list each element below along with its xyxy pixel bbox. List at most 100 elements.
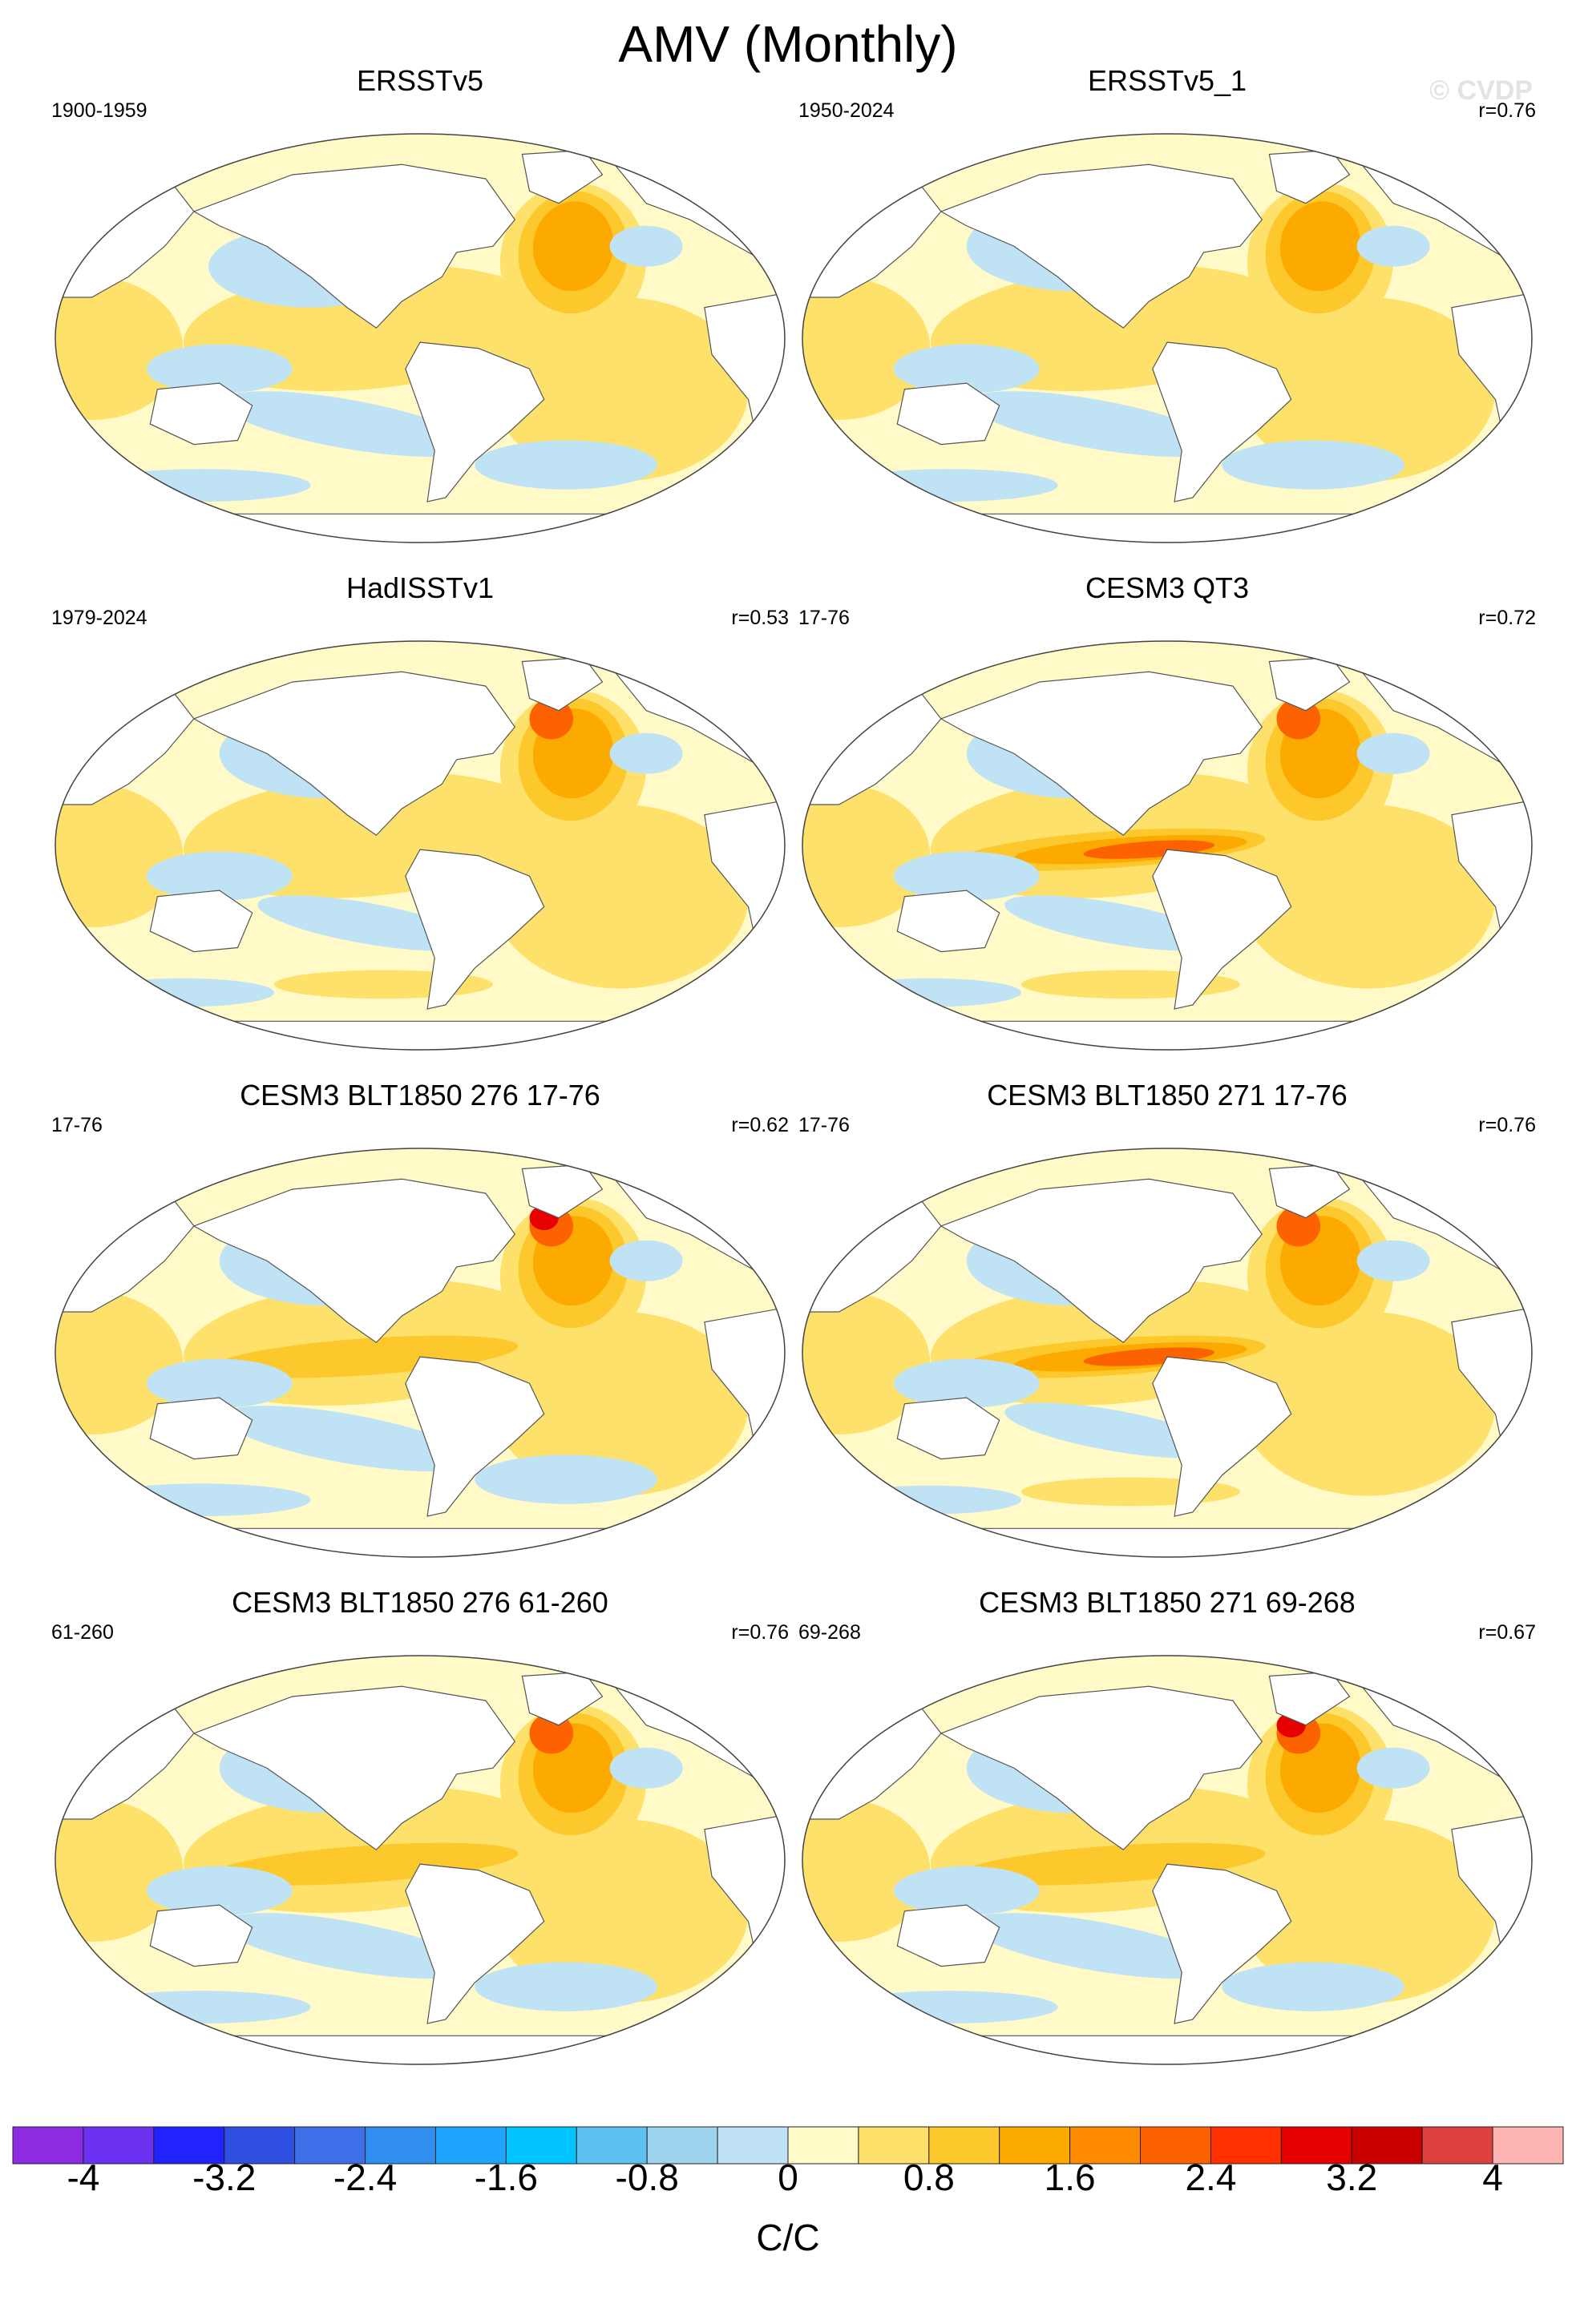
panel-title: ERSSTv5 — [356, 64, 484, 97]
colorbar-swatch — [434, 2126, 507, 2165]
land-antarctica — [55, 1020, 785, 1050]
anomaly-region — [257, 895, 474, 951]
anomaly-region — [1004, 895, 1221, 951]
colorbar-swatch — [83, 2126, 155, 2165]
anomaly-region — [1004, 1402, 1221, 1459]
panel-period: 1950-2024 — [798, 99, 895, 122]
anomaly-region — [146, 344, 293, 393]
anomaly-region — [609, 1240, 683, 1281]
anomaly-region — [1222, 1962, 1404, 2011]
land-samerica — [1152, 1356, 1292, 1517]
anomaly-region — [475, 440, 657, 490]
colorbar-tick-label: 0 — [778, 2157, 798, 2198]
panel-period: 17-76 — [51, 1114, 103, 1136]
map-outline — [55, 640, 786, 1051]
map-panel: CESM3 BLT1850 271 17-76 17-76 r=0.76 — [798, 1079, 1536, 1567]
colorbar-tick-label: -2.4 — [333, 2157, 398, 2198]
land-namerica — [192, 163, 516, 329]
anomaly-region — [1356, 1240, 1430, 1281]
anomaly-region — [475, 1455, 657, 1504]
panel-title: CESM3 BLT1850 271 69-268 — [979, 1586, 1356, 1619]
anomaly-region — [146, 851, 293, 901]
sst-map — [55, 1148, 786, 1558]
anomaly-region — [1240, 1312, 1496, 1496]
map-outline — [55, 1655, 786, 2065]
colorbar-swatch — [928, 2126, 1000, 2165]
land-australia — [149, 1904, 253, 1967]
panel-title: CESM3 BLT1850 276 61-260 — [232, 1586, 608, 1619]
land-namerica — [192, 1685, 516, 1851]
anomaly-region — [1240, 805, 1496, 989]
anomaly-region — [146, 1358, 293, 1408]
panel-title: CESM3 BLT1850 276 17-76 — [240, 1079, 600, 1112]
colorbar-swatch — [999, 2126, 1071, 2165]
land-samerica — [405, 341, 545, 502]
colorbar-tick-label: -0.8 — [615, 2157, 679, 2198]
land-antarctica — [802, 1020, 1532, 1050]
land-namerica — [192, 1178, 516, 1344]
sst-map — [802, 640, 1533, 1051]
anomaly-region — [55, 276, 184, 420]
map-panel: HadISSTv1 1979-2024 r=0.53 — [51, 571, 789, 1060]
anomaly-region — [609, 732, 683, 774]
anomaly-region — [802, 784, 931, 927]
anomaly-region — [493, 1819, 749, 2003]
panel-period: 1900-1959 — [51, 99, 147, 122]
map-outline — [55, 133, 786, 543]
land-australia — [149, 1397, 253, 1460]
anomaly-region — [609, 225, 683, 267]
land-antarctica — [802, 2035, 1532, 2064]
figure-title: AMV (Monthly) — [618, 15, 958, 73]
anomaly-region — [1356, 225, 1430, 267]
anomaly-region — [493, 1312, 749, 1496]
sst-map — [55, 640, 786, 1051]
map-outline — [802, 640, 1533, 1051]
anomaly-region — [91, 1483, 311, 1516]
colorbar-swatch — [1421, 2126, 1493, 2165]
anomaly-region — [968, 1913, 1220, 1979]
land-australia — [896, 1397, 1000, 1460]
map-panel: ERSSTv5_1 1950-2024 r=0.76 — [798, 64, 1536, 553]
anomaly-region — [802, 276, 931, 420]
colorbar — [12, 2126, 1564, 2165]
map-outline — [55, 1148, 786, 1558]
anomaly-region — [221, 1406, 473, 1472]
land-samerica — [405, 849, 545, 1010]
panel-period: 61-260 — [51, 1621, 114, 1644]
anomaly-region — [1240, 297, 1496, 482]
land-australia — [896, 890, 1000, 953]
atlantic-anomaly — [532, 201, 614, 292]
land-namerica — [940, 1685, 1263, 1851]
panel-period: 1979-2024 — [51, 607, 147, 629]
panel-title: ERSSTv5_1 — [1087, 64, 1247, 97]
colorbar-swatch — [1492, 2126, 1564, 2165]
sst-map — [55, 1655, 786, 2065]
panel-period: 17-76 — [798, 607, 850, 629]
anomaly-region — [221, 1913, 473, 1979]
land-namerica — [940, 1178, 1263, 1344]
colorbar-tick-label: 3.2 — [1326, 2157, 1378, 2198]
anomaly-region — [493, 805, 749, 989]
colorbar-tick-label: -1.6 — [474, 2157, 538, 2198]
anomaly-region — [55, 1291, 184, 1434]
land-namerica — [940, 163, 1263, 329]
colorbar-tick-label: -4 — [67, 2157, 100, 2198]
anomaly-region — [475, 1962, 657, 2011]
panel-correlation: r=0.62 — [731, 1114, 789, 1136]
land-australia — [896, 1904, 1000, 1967]
colorbar-swatch — [858, 2126, 930, 2165]
land-samerica — [1152, 849, 1292, 1010]
colorbar-tick-label: 2.4 — [1185, 2157, 1237, 2198]
panel-correlation: r=0.76 — [1478, 1114, 1536, 1136]
colorbar-swatch — [1351, 2126, 1423, 2165]
colorbar-tick-label: 4 — [1482, 2157, 1503, 2198]
anomaly-region — [1240, 1819, 1496, 2003]
anomaly-region — [55, 784, 184, 927]
anomaly-region — [91, 469, 311, 502]
anomaly-region — [839, 469, 1058, 502]
panel-period: 69-268 — [798, 1621, 861, 1644]
colorbar-swatch — [153, 2126, 225, 2165]
anomaly-region — [146, 1866, 293, 1915]
land-australia — [896, 382, 1000, 446]
anomaly-region — [893, 851, 1040, 901]
